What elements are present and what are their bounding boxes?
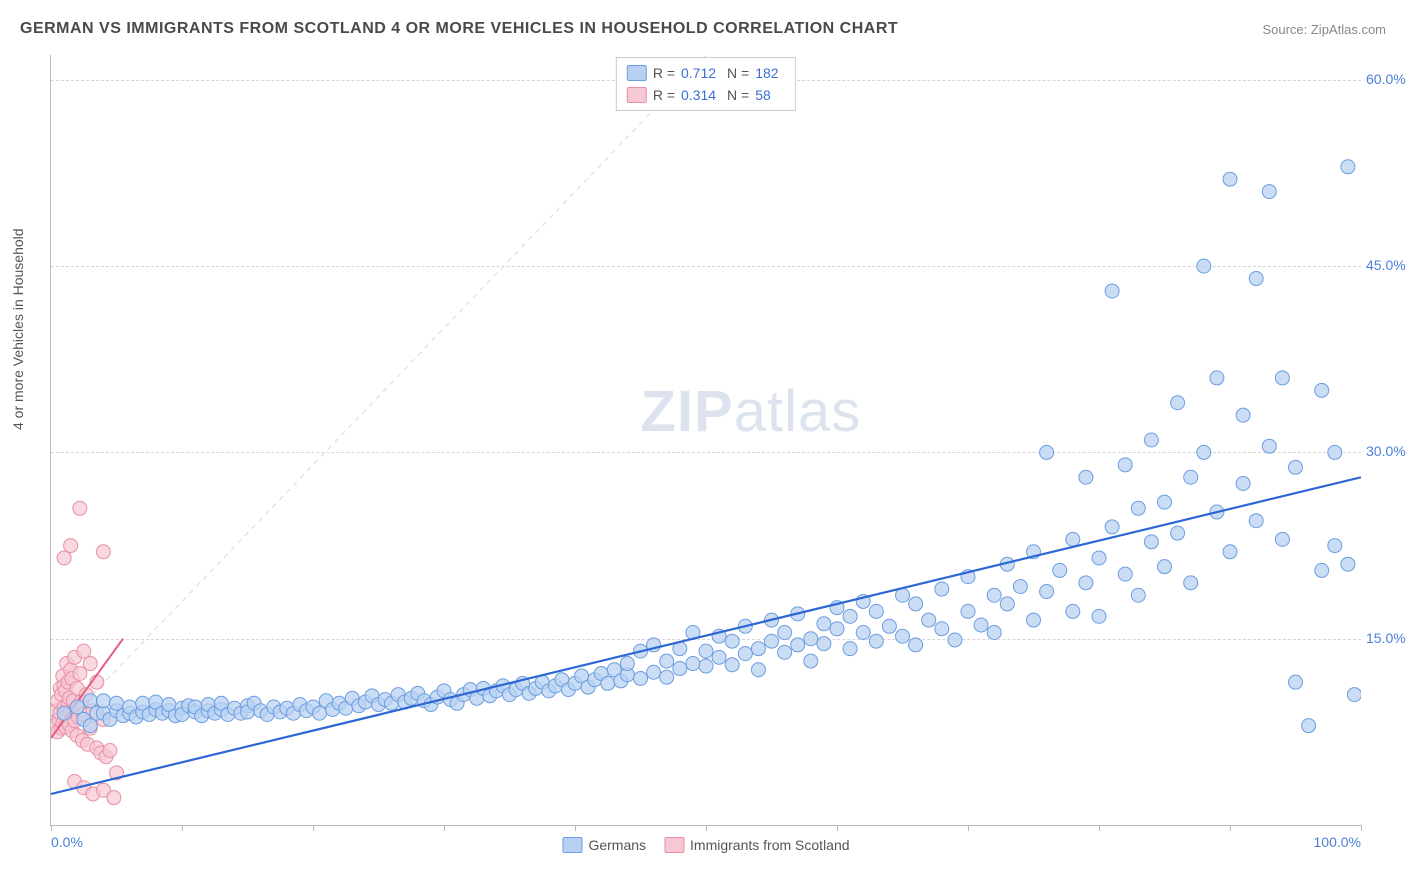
x-tick (51, 825, 52, 831)
legend-swatch (664, 837, 684, 853)
legend-r-value: 0.712 (681, 62, 721, 84)
legend-r-label: R = (653, 84, 675, 106)
source-label: Source: ZipAtlas.com (1262, 22, 1386, 37)
legend-label: Immigrants from Scotland (690, 837, 850, 853)
legend-r-label: R = (653, 62, 675, 84)
x-tick (444, 825, 445, 831)
x-tick (706, 825, 707, 831)
legend-row: R = 0.712 N = 182 (627, 62, 785, 84)
legend-row: R = 0.314 N = 58 (627, 84, 785, 106)
chart-title: GERMAN VS IMMIGRANTS FROM SCOTLAND 4 OR … (20, 20, 898, 38)
correlation-legend: R = 0.712 N = 182 R = 0.314 N = 58 (616, 57, 796, 111)
legend-swatch (627, 87, 647, 103)
series-legend: Germans Immigrants from Scotland (562, 837, 849, 853)
legend-n-value: 182 (755, 62, 785, 84)
y-axis-label: 4 or more Vehicles in Household (10, 228, 26, 430)
x-tick (1099, 825, 1100, 831)
legend-r-value: 0.314 (681, 84, 721, 106)
x-tick (575, 825, 576, 831)
y-tick-label: 15.0% (1366, 630, 1406, 646)
x-tick (968, 825, 969, 831)
chart-area: ZIPatlas R =0.712N =182R =0.314N =58 0.0… (50, 55, 1361, 826)
legend-swatch (627, 65, 647, 81)
x-tick (837, 825, 838, 831)
legend-swatch (562, 837, 582, 853)
x-axis-max: 100.0% (1314, 834, 1361, 850)
legend-item: Immigrants from Scotland (664, 837, 850, 853)
x-tick (1361, 825, 1362, 831)
x-tick (1230, 825, 1231, 831)
legend-n-label: N = (727, 84, 749, 106)
x-axis-min: 0.0% (51, 834, 83, 850)
legend-n-value: 58 (755, 84, 785, 106)
scatter-plot (51, 55, 1361, 825)
y-tick-label: 45.0% (1366, 257, 1406, 273)
x-tick (182, 825, 183, 831)
legend-label: Germans (588, 837, 646, 853)
x-tick (313, 825, 314, 831)
y-tick-label: 60.0% (1366, 71, 1406, 87)
legend-n-label: N = (727, 62, 749, 84)
legend-item: Germans (562, 837, 646, 853)
y-tick-label: 30.0% (1366, 443, 1406, 459)
